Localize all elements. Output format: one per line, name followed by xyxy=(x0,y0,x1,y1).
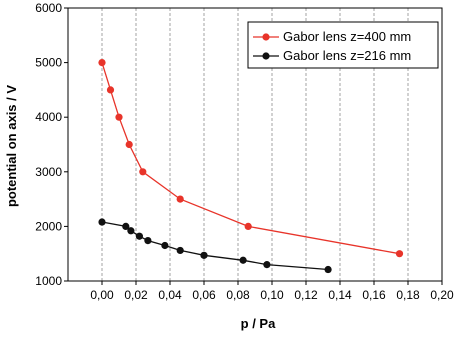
x-tick-label: 0,16 xyxy=(362,288,386,302)
series-layer xyxy=(98,59,404,274)
legend-label-series-2: Gabor lens z=216 mm xyxy=(283,48,411,63)
x-tick-label: 0,06 xyxy=(192,288,216,302)
series-1-point xyxy=(98,59,106,67)
series-2-point xyxy=(239,256,247,264)
series-1-point xyxy=(244,222,252,230)
plot-frame xyxy=(67,7,443,282)
axis-ticks: 0,00 0,02 0,04 0,06 0,08 0,10 0,12 0,14 0,16 0,18… xyxy=(35,1,454,302)
series-2-point xyxy=(324,265,332,274)
series-1-point xyxy=(115,113,123,121)
x-axis-title: p / Pa xyxy=(241,316,276,331)
legend-box xyxy=(247,21,439,69)
series-2-point xyxy=(263,261,271,269)
series-2-point xyxy=(127,227,135,235)
series-1-point xyxy=(125,140,133,149)
x-tick-label: 0,00 xyxy=(90,288,114,302)
x-tick-label: 0,18 xyxy=(396,288,420,302)
x-tick-label: 0,20 xyxy=(430,288,454,302)
x-tick-label: 0,10 xyxy=(260,288,284,302)
y-tick-label: 5000 xyxy=(35,56,62,70)
series-2-point xyxy=(98,218,106,226)
x-tick-label: 0,04 xyxy=(158,288,182,302)
x-tick-label: 0,08 xyxy=(226,288,250,302)
y-tick-label: 1000 xyxy=(35,274,62,288)
y-tick-label: 3000 xyxy=(35,165,62,179)
legend-label-series-1: Gabor lens z=400 mm xyxy=(283,29,411,44)
x-tick-label: 0,14 xyxy=(328,288,352,302)
x-tick-label: 0,02 xyxy=(124,288,148,302)
legend: Gabor lens z=400 mm Gabor lens z=216 mm xyxy=(247,21,439,69)
y-tick-label: 2000 xyxy=(35,219,62,233)
series-1-point xyxy=(395,250,404,258)
series-2-point xyxy=(176,246,184,255)
series-2 xyxy=(98,218,332,274)
series-2-point xyxy=(144,236,152,245)
series-2-point xyxy=(200,251,208,259)
y-axis-title: potential on axis / V xyxy=(4,85,19,207)
series-1-point xyxy=(176,195,184,203)
legend-marker-series-1 xyxy=(262,33,270,41)
series-2-point xyxy=(161,241,169,250)
series-1-line xyxy=(101,62,400,255)
series-1-point xyxy=(139,168,147,176)
x-tick-label: 0,12 xyxy=(294,288,318,302)
series-1 xyxy=(98,59,404,258)
series-1-point xyxy=(106,86,115,94)
y-tick-label: 6000 xyxy=(35,1,62,15)
y-tick-label: 4000 xyxy=(35,110,62,124)
series-2-point xyxy=(135,232,143,240)
series-2-point xyxy=(122,222,130,230)
legend-marker-series-2 xyxy=(262,52,270,60)
